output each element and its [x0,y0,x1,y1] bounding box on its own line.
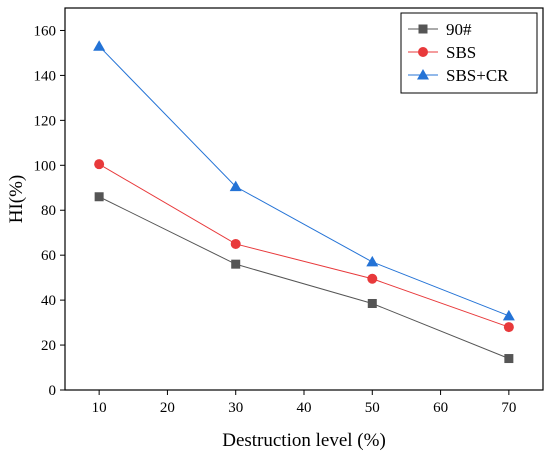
data-point [231,259,241,269]
legend-marker [417,69,429,80]
x-tick-label: 20 [160,400,175,416]
x-tick-label: 50 [365,400,380,416]
data-point [502,309,515,321]
series-line [98,45,510,317]
y-tick-label: 120 [34,113,57,129]
legend-item: SBS+CR [408,66,509,85]
y-axis-title: HI(%) [6,175,27,224]
y-tick-label: 100 [34,158,57,174]
legend-label: 90# [446,20,472,39]
legend-marker [418,24,428,34]
y-tick-label: 20 [41,338,56,354]
data-point [367,298,377,308]
series-0 [94,192,514,364]
series-line [98,163,510,328]
y-tick-label: 140 [34,68,57,84]
data-point [94,159,105,170]
y-tick-label: 40 [41,293,56,309]
data-point [93,40,106,51]
x-tick-label: 30 [228,400,243,416]
legend-label: SBS [446,43,476,62]
x-tick-label: 40 [297,400,312,416]
series-2 [93,40,515,321]
legend-label: SBS+CR [446,66,509,85]
axis-ticks: 10 20 30 40 50 60 70 0 20 40 60 80 100 120 140 160 [34,23,517,416]
series-layer [93,40,515,364]
y-tick-label: 60 [41,248,56,264]
series-line [98,196,510,360]
data-point [504,354,514,364]
data-point [366,255,379,267]
x-axis-title: Destruction level (%) [222,430,386,451]
x-tick-label: 10 [92,400,107,416]
y-tick-label: 160 [34,23,57,39]
data-point [367,273,378,284]
y-tick-label: 0 [49,383,57,399]
data-point [230,238,241,249]
series-1 [94,159,514,333]
legend-item: SBS [408,43,476,62]
x-tick-label: 60 [433,400,448,416]
legend-marker [418,47,428,57]
data-point [229,180,242,192]
x-tick-label: 70 [501,400,516,416]
legend-item: 90# [408,20,472,39]
data-point [94,192,104,202]
y-tick-label: 80 [41,203,56,219]
legend: 90# SBS SBS+CR [400,12,538,94]
data-point [503,322,514,333]
